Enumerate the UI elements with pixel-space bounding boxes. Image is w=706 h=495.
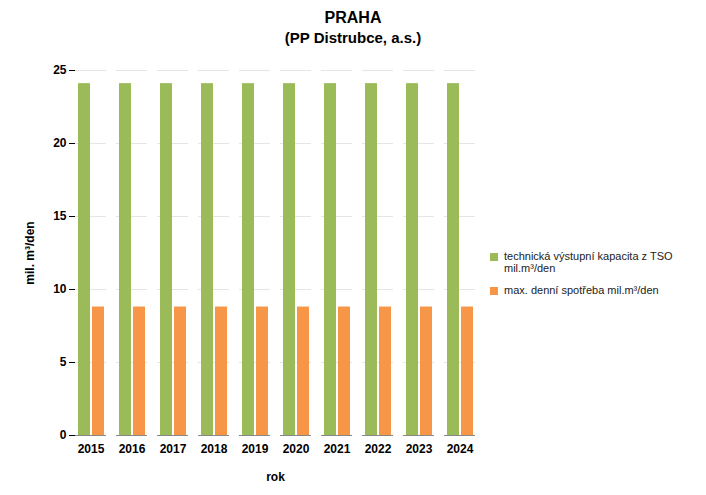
svg-text:2019: 2019	[242, 442, 269, 456]
html-text:PRAHA: PRAHA	[324, 9, 382, 26]
svg-text:2016: 2016	[119, 442, 146, 456]
svg-text:2020: 2020	[283, 442, 310, 456]
svg-text:20: 20	[53, 136, 67, 150]
svg-text:2021: 2021	[324, 442, 351, 456]
svg-text:2015: 2015	[78, 442, 105, 456]
svg-text:rok: rok	[266, 470, 285, 484]
svg-text:15: 15	[53, 209, 67, 223]
svg-text:2017: 2017	[160, 442, 187, 456]
svg-text:0: 0	[60, 428, 67, 442]
svg-text:2022: 2022	[365, 442, 392, 456]
html-text:max. denní spotřeba mil.m³/den: max. denní spotřeba mil.m³/den	[504, 283, 659, 296]
svg-text:10: 10	[53, 282, 67, 296]
svg-text:5: 5	[60, 355, 67, 369]
svg-text:2024: 2024	[447, 442, 474, 456]
svg-text:2018: 2018	[201, 442, 228, 456]
html-text:technická výstupní kapacita z: technická výstupní kapacita z TSO mil.m³…	[504, 249, 673, 274]
html-text:(PP Distrubce, a.s.): (PP Distrubce, a.s.)	[284, 29, 422, 46]
svg-text:25: 25	[53, 63, 67, 77]
svg-text:2023: 2023	[406, 442, 433, 456]
svg-text:mil. m³/den: mil. m³/den	[23, 221, 37, 284]
